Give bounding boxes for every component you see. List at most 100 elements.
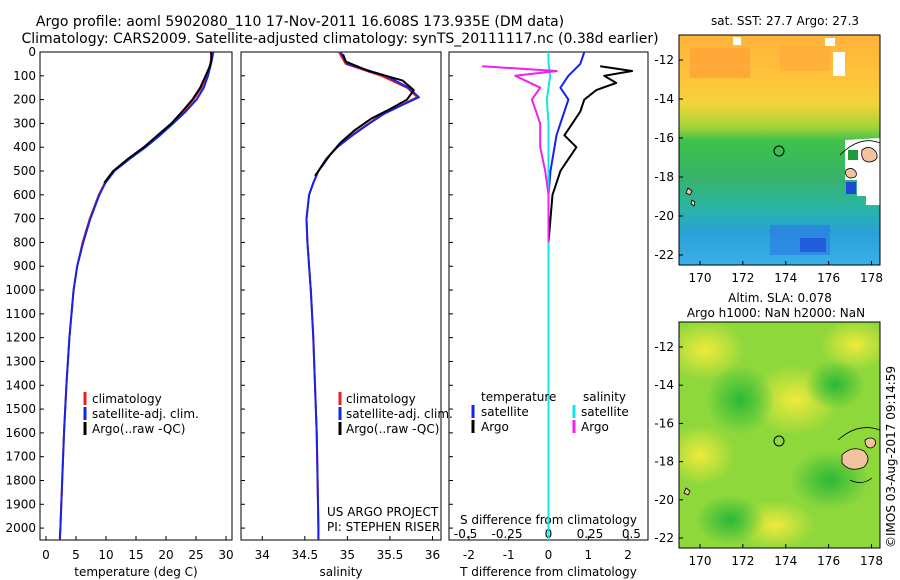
map-y-tick-label: -14 — [654, 378, 674, 392]
coastline-island — [861, 147, 878, 163]
x2-tick-label: 0.5 — [622, 527, 641, 541]
argo-position-marker — [773, 145, 785, 157]
y-tick-label: 1200 — [5, 331, 36, 345]
y-tick-label: 600 — [13, 188, 36, 202]
x-axis-label: T difference from climatology — [459, 565, 637, 579]
sla-map-title-line1: Altim. SLA: 0.078 — [728, 291, 832, 305]
x-tick-label: 1 — [584, 548, 592, 562]
x-tick-label: 35 — [340, 548, 355, 562]
series-argo-temperature — [547, 65, 634, 243]
sst-map-title: sat. SST: 27.7 Argo: 27.3 — [711, 14, 859, 28]
series-argo-salinity — [482, 65, 558, 243]
x-tick-label: 20 — [158, 548, 173, 562]
x-tick-label: 30 — [218, 548, 233, 562]
x2-tick-label: -0.25 — [492, 527, 523, 541]
argo-position-marker — [773, 435, 785, 447]
map-x-tick-label: 178 — [860, 554, 883, 568]
y-tick-label: 900 — [13, 259, 36, 273]
salinity-panel: 34 34.5 35 35.5 36 salinity — [240, 51, 442, 579]
x2-tick-label: 0.25 — [577, 527, 604, 541]
figure-title-line2: Climatology: CARS2009. Satellite-adjuste… — [21, 31, 658, 47]
map-x-tick-label: 178 — [860, 271, 883, 285]
temperature-legend: climatology satellite-adj. clim. Argo(..… — [83, 392, 199, 436]
series-satellite-adj — [305, 51, 420, 540]
legend-label-satellite: satellite-adj. clim. — [92, 407, 199, 421]
map-y-tick-label: -18 — [654, 170, 674, 184]
map-x-tick-label: 172 — [731, 271, 754, 285]
y-tick-label: 0 — [28, 45, 36, 59]
sst-map-frame — [678, 34, 881, 266]
legend-label-satellite-salinity: satellite — [581, 405, 629, 419]
sla-low-blob — [805, 360, 865, 410]
y-tick-label: 700 — [13, 212, 36, 226]
x-tick-label: 34 — [255, 548, 270, 562]
y-tick-label: 1800 — [5, 473, 36, 487]
map-x-tick-label: 172 — [731, 554, 754, 568]
legend-label-satellite: satellite-adj. clim. — [346, 407, 453, 421]
x-tick-label: 34.5 — [291, 548, 318, 562]
sst-cold-patch — [846, 182, 856, 194]
legend-header-temperature: temperature — [481, 390, 556, 404]
coastline-island — [690, 199, 696, 207]
x-tick-label: 2 — [624, 548, 632, 562]
y-tick-label: 1500 — [5, 402, 36, 416]
difference-panel: -2 -1 0 1 2 T difference from climatology -0.5… — [448, 51, 649, 579]
y-tick-label: 1600 — [5, 426, 36, 440]
salinity-legend: climatology satellite-adj. clim. Argo(..… — [338, 392, 453, 436]
legend-header-salinity: salinity — [583, 390, 626, 404]
sst-warm-patch — [690, 48, 750, 78]
series-argo — [314, 54, 415, 177]
series-argo — [103, 51, 213, 184]
y-tick-label: 1900 — [5, 497, 36, 511]
sst-warm-patch — [780, 45, 830, 71]
sla-map — [679, 322, 880, 548]
map-y-tick-label: -12 — [654, 340, 674, 354]
sla-low-blob — [705, 365, 775, 435]
y-tick-label: 1700 — [5, 450, 36, 464]
y-tick-label: 1000 — [5, 283, 36, 297]
y-tick-label: 500 — [13, 164, 36, 178]
sla-high-blob — [679, 322, 745, 380]
sla-high-blob — [820, 322, 880, 370]
coastline-island — [841, 448, 869, 470]
map-y-tick-label: -16 — [654, 416, 674, 430]
legend-label-argo-salinity: Argo — [581, 420, 609, 434]
map-y-tick-label: -14 — [654, 92, 674, 106]
x-axis-label: temperature (deg C) — [74, 565, 197, 579]
project-note-line1: US ARGO PROJECT — [327, 505, 439, 519]
coastline-island — [845, 168, 857, 179]
plot-frame — [39, 51, 233, 541]
difference-legend: temperature salinity satellite Argo sate… — [471, 390, 629, 434]
coastline-island — [685, 187, 693, 196]
x2-tick-label: -0.5 — [454, 527, 477, 541]
sla-map-axes: -12 -14 -16 -18 -20 -22 170 172 174 176 178 — [654, 340, 883, 568]
map-y-tick-label: -20 — [654, 493, 674, 507]
legend-label-argo: Argo(..raw -QC) — [346, 422, 439, 436]
sla-map-frame — [678, 321, 881, 549]
series-climatology — [58, 51, 213, 541]
coastline-island — [864, 437, 876, 449]
x-tick-label: 15 — [128, 548, 143, 562]
x-tick-label: 25 — [188, 548, 203, 562]
y-tick-label: 400 — [13, 140, 36, 154]
series-satellite-adj — [58, 51, 215, 541]
map-x-tick-label: 176 — [817, 554, 840, 568]
x-tick-label: 36 — [425, 548, 440, 562]
map-y-tick-label: -20 — [654, 209, 674, 223]
map-y-tick-label: -12 — [654, 53, 674, 67]
plot-frame — [240, 51, 442, 541]
x-tick-label: 35.5 — [377, 548, 404, 562]
sst-missing-cell — [833, 52, 845, 76]
x-tick-label: -1 — [503, 548, 515, 562]
legend-label-satellite: satellite — [481, 405, 529, 419]
series-satellite-salinity — [545, 52, 552, 540]
y-tick-label: 1100 — [5, 307, 36, 321]
sst-missing-cell — [733, 37, 741, 45]
map-y-tick-label: -22 — [654, 531, 674, 545]
sla-high-blob — [679, 425, 735, 485]
x-tick-label: 0 — [42, 548, 50, 562]
sst-missing-cell — [825, 38, 835, 46]
map-x-tick-label: 170 — [689, 271, 712, 285]
y-tick-label: 300 — [13, 116, 36, 130]
